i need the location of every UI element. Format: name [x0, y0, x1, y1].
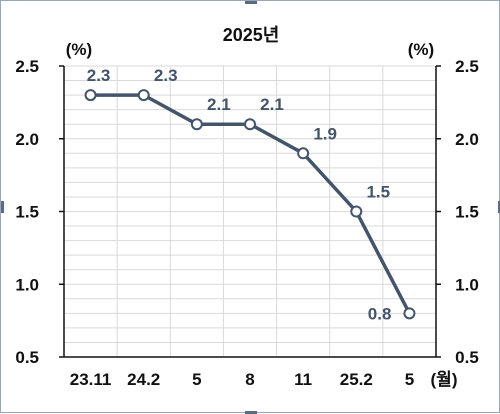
data-label: 2.1 [207, 95, 231, 114]
data-label: 2.3 [154, 66, 178, 85]
y-tick-label-left: 2.5 [15, 57, 39, 76]
chart-title: 2025년 [223, 25, 280, 45]
x-tick-label: 5 [405, 370, 414, 389]
x-tick-label: 25.2 [340, 370, 373, 389]
resize-handle-left[interactable] [1, 201, 4, 213]
data-labels: 2.3 2.3 2.1 2.1 1.9 1.5 0.8 [87, 66, 392, 323]
x-tick-label: 11 [294, 370, 312, 389]
y-tick-label-left: 1.5 [15, 203, 39, 222]
y-tick-label-right: 1.5 [455, 203, 479, 222]
x-ticks: 23.11 24.2 5 8 11 25.2 5 [70, 370, 414, 389]
y-tick-label-left: 2.0 [15, 130, 39, 149]
data-point [297, 147, 310, 160]
data-point [244, 118, 256, 131]
resize-handle-right[interactable] [498, 201, 500, 213]
data-point [403, 307, 416, 320]
data-point [137, 89, 150, 102]
y-ticks-right: 2.5 2.0 1.5 1.0 0.5 [455, 57, 479, 367]
data-point [350, 205, 363, 218]
resize-handle-top[interactable] [245, 1, 257, 4]
data-label: 0.8 [368, 304, 392, 323]
x-unit-label: (월) [431, 370, 458, 389]
data-label: 2.3 [87, 66, 111, 85]
y-tick-label-left: 1.0 [15, 275, 39, 294]
y-tick-label-right: 1.0 [455, 275, 479, 294]
y-ticks-left: 2.5 2.0 1.5 1.0 0.5 [15, 57, 39, 367]
y-unit-right: (%) [408, 40, 434, 59]
x-tick-label: 5 [192, 370, 201, 389]
axes [59, 65, 441, 358]
data-label: 1.9 [313, 124, 337, 143]
x-tick-label: 24.2 [127, 370, 160, 389]
y-tick-label-left: 0.5 [15, 348, 39, 367]
y-unit-left: (%) [66, 40, 92, 59]
x-tick-label: 8 [245, 370, 254, 389]
data-label: 1.5 [366, 183, 390, 202]
y-tick-label-right: 2.0 [455, 130, 479, 149]
data-points [84, 89, 416, 320]
y-tick-label-right: 0.5 [455, 348, 479, 367]
data-point [190, 118, 203, 131]
x-tick-label: 23.11 [70, 370, 112, 389]
data-label: 2.1 [260, 95, 284, 114]
y-tick-label-right: 2.5 [455, 57, 479, 76]
data-point [84, 89, 97, 102]
